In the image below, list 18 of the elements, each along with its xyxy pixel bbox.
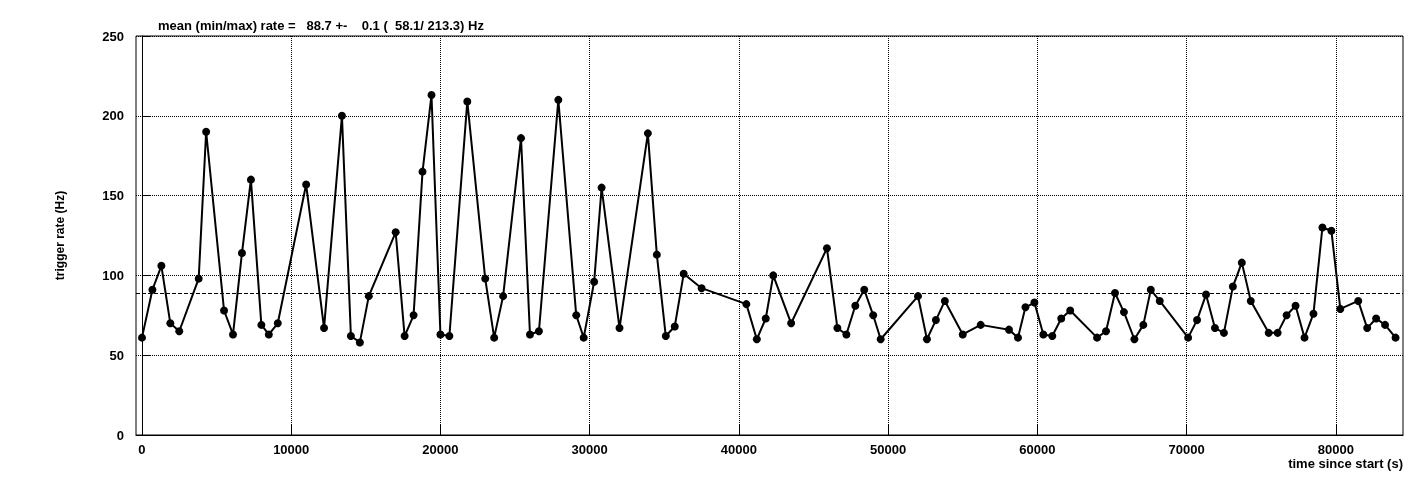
x-tick-label: 80000 [1317,442,1354,457]
chart-title: mean (min/max) rate = 88.7 +- 0.1 ( 58.1/ 213.3) Hz [158,18,485,33]
y-tick-label: 100 [102,267,124,283]
x-tick-label: 20000 [422,442,459,457]
y-tick-label: 200 [102,108,124,124]
y-tick-label: 50 [109,347,124,363]
x-tick-label: 70000 [1168,442,1205,457]
y-tick-label: 0 [116,427,124,443]
x-tick-label: 60000 [1019,442,1056,457]
y-tick-label: 250 [102,28,124,44]
x-tick-label: 0 [138,442,146,457]
x-tick-label: 50000 [870,442,907,457]
x-tick-label: 30000 [571,442,608,457]
x-tick-label: 40000 [720,442,757,457]
x-tick-label: 10000 [273,442,310,457]
y-tick-label: 150 [102,188,124,204]
y-axis-title: trigger rate (Hz) [53,190,67,281]
x-axis-title: time since start (s) [1288,456,1403,471]
